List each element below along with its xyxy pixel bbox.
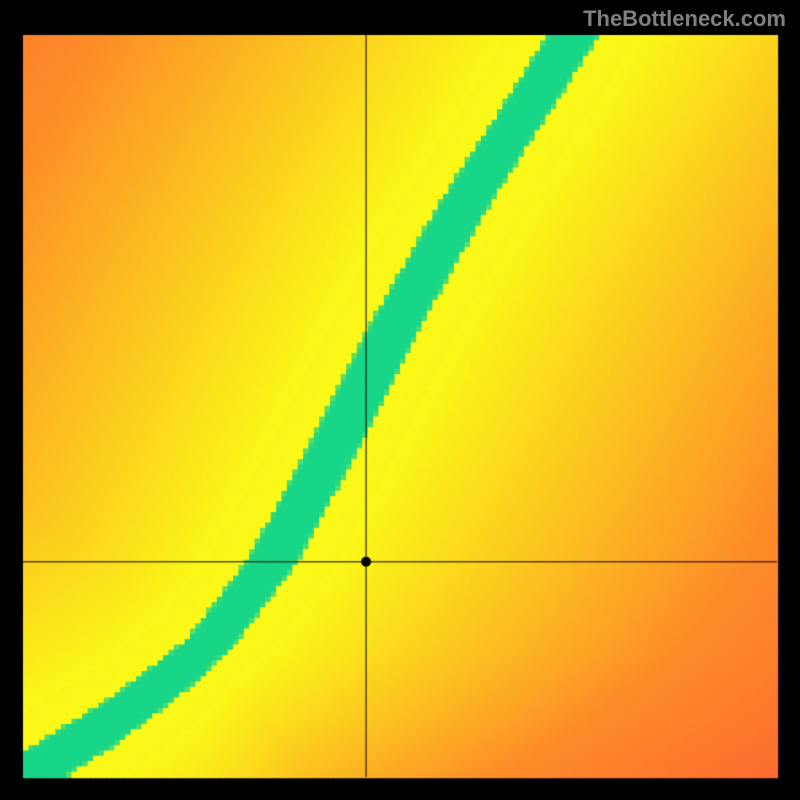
chart-container: TheBottleneck.com	[0, 0, 800, 800]
watermark-text: TheBottleneck.com	[583, 6, 786, 32]
heatmap-canvas	[0, 0, 800, 800]
